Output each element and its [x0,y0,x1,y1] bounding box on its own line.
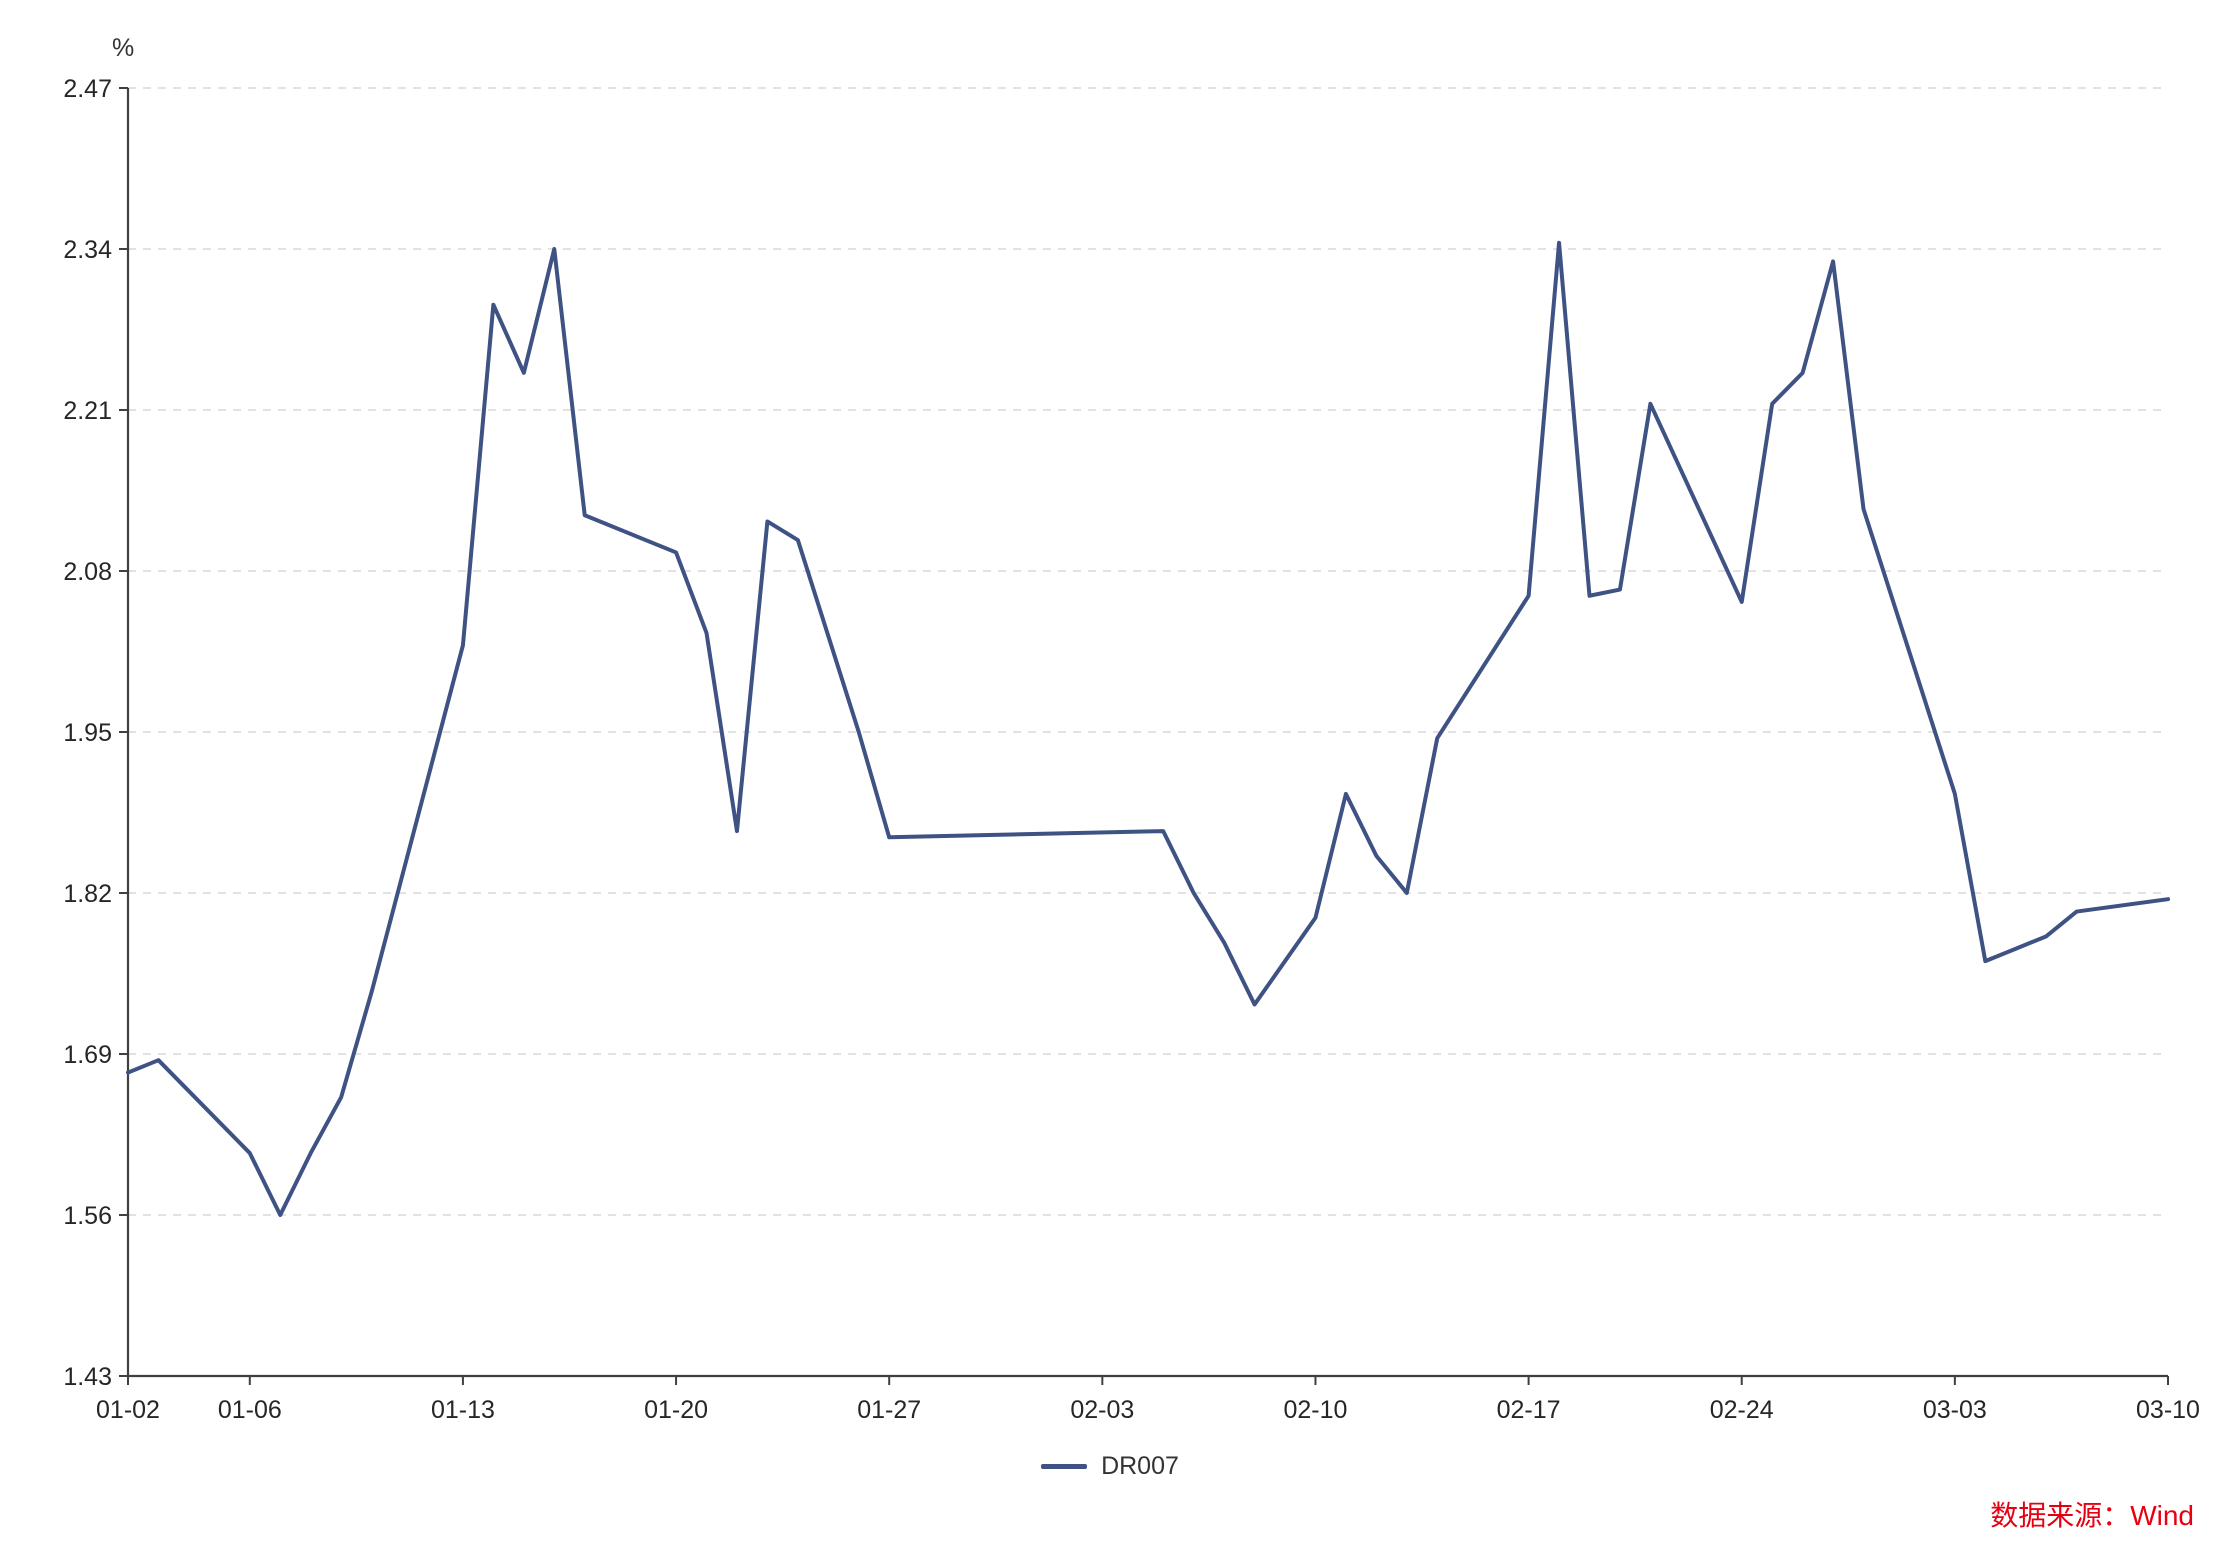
y-tick-label: 2.21 [63,397,112,425]
x-tick-label: 02-24 [1710,1396,1774,1424]
x-tick-label: 01-20 [644,1396,708,1424]
y-tick-label: 1.82 [63,880,112,908]
series-dr007-line [126,240,2170,1217]
x-tick-label: 01-02 [96,1396,160,1424]
y-tick-label: 1.56 [63,1202,112,1230]
y-tick-label: 1.43 [63,1363,112,1391]
y-tick-label: 2.34 [63,236,112,264]
y-tick-label: 2.47 [63,75,112,103]
x-tick-label: 02-03 [1070,1396,1134,1424]
source-note: 数据来源：Wind [1990,1500,2194,1531]
y-tick-label: 1.95 [63,719,112,747]
legend-line-dr007 [1041,1464,1088,1469]
x-tick-label: 01-06 [218,1396,282,1424]
legend: DR007 [0,1452,2220,1481]
x-tick-label: 01-27 [857,1396,921,1424]
y-axis-unit-label: % [112,34,135,62]
x-tick-label: 01-13 [431,1396,495,1424]
y-tick-label: 1.69 [63,1041,112,1069]
y-tick-label: 2.08 [63,558,112,586]
x-tick-label: 02-10 [1283,1396,1347,1424]
x-tick-label: 02-17 [1497,1396,1561,1424]
x-tick-label: 03-03 [1923,1396,1987,1424]
x-tick-label: 03-10 [2136,1396,2200,1424]
legend-label-dr007: DR007 [1101,1452,1179,1480]
